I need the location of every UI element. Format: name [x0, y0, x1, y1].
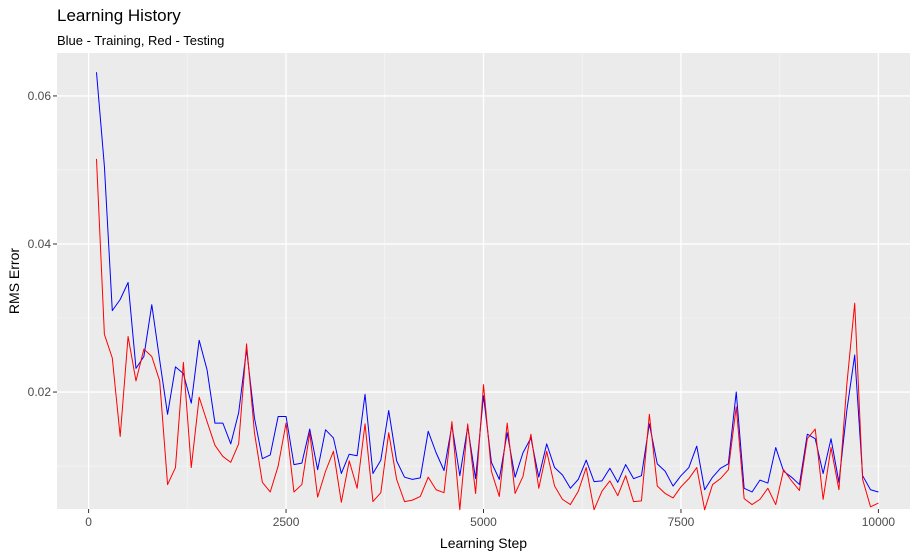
series-layer: [95, 72, 879, 511]
x-tick-label: 5000: [470, 515, 497, 529]
series-line-2: [95, 158, 879, 511]
y-axis: 0.02 0.04 0.06: [28, 89, 57, 399]
x-axis: 0 2500 5000 7500 10000: [85, 509, 895, 529]
y-tick-label: 0.02: [28, 385, 52, 399]
x-tick-label: 7500: [668, 515, 695, 529]
x-tick-label: 0: [85, 515, 92, 529]
y-axis-title: RMS Error: [6, 248, 22, 314]
y-tick-label: 0.04: [28, 237, 52, 251]
x-tick-label: 2500: [273, 515, 300, 529]
chart-subtitle: Blue - Training, Red - Testing: [57, 33, 225, 48]
x-tick-label: 10000: [862, 515, 896, 529]
x-axis-title: Learning Step: [440, 535, 527, 551]
chart-title: Learning History: [57, 6, 181, 25]
major-gridlines: [57, 53, 910, 509]
y-tick-label: 0.06: [28, 89, 52, 103]
